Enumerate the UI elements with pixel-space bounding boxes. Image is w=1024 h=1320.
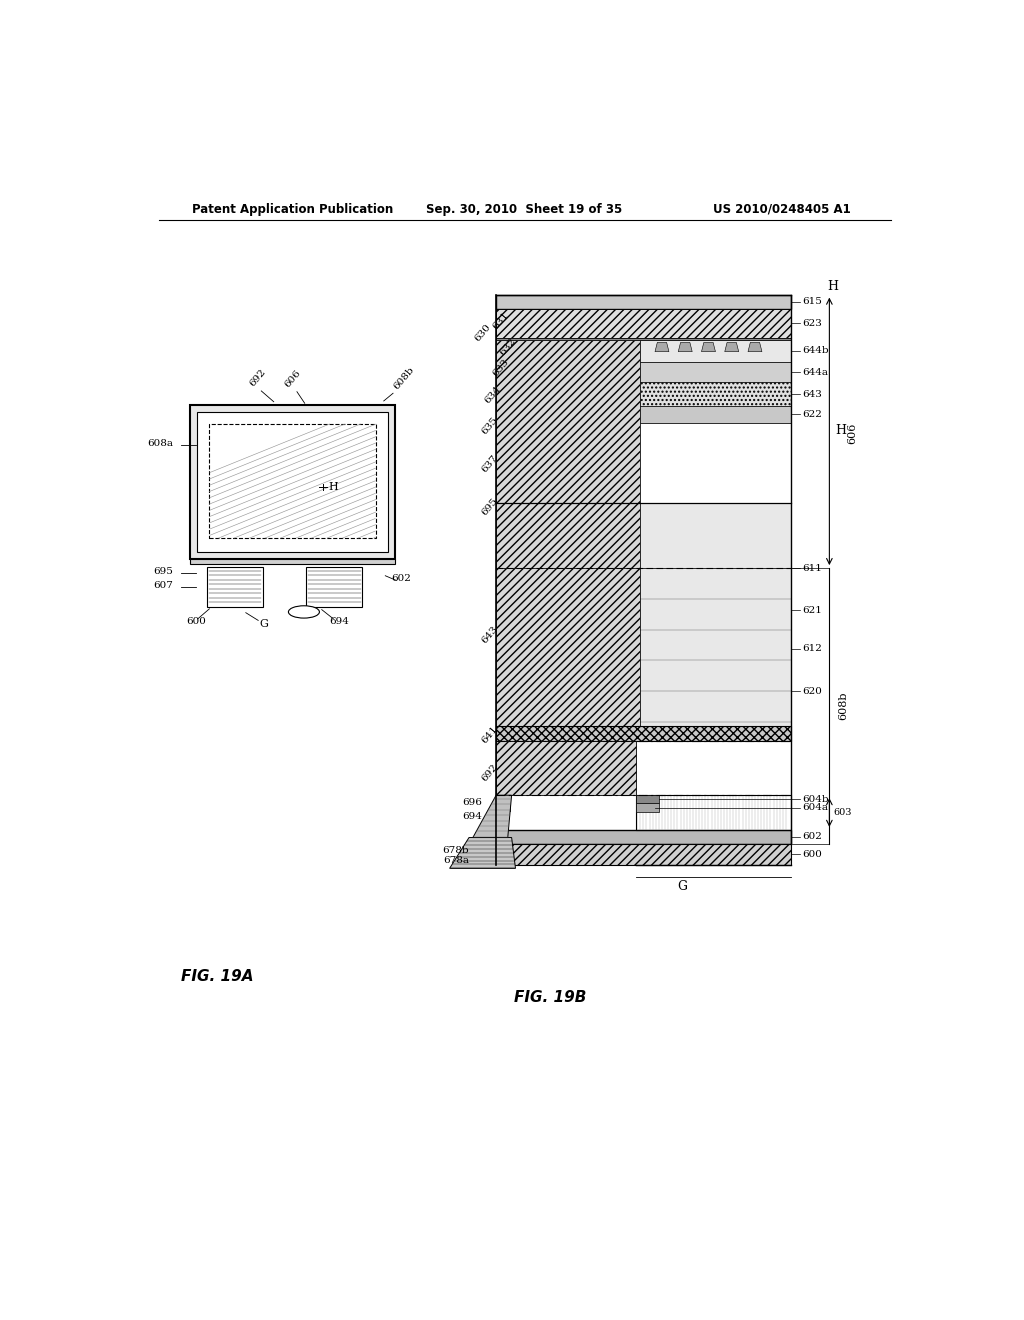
Polygon shape	[655, 342, 669, 351]
Text: FIG. 19B: FIG. 19B	[514, 990, 587, 1005]
Text: 602: 602	[391, 574, 412, 583]
Text: 694: 694	[462, 812, 482, 821]
Polygon shape	[450, 838, 515, 869]
Text: 644a: 644a	[802, 368, 828, 378]
Text: G: G	[677, 879, 687, 892]
Text: 637: 637	[480, 454, 500, 475]
Bar	[496, 503, 640, 568]
Text: 606: 606	[848, 422, 858, 444]
Bar	[209, 424, 376, 539]
Text: H: H	[827, 280, 839, 293]
Text: 603: 603	[834, 808, 852, 817]
Bar	[636, 795, 791, 830]
Text: 608b: 608b	[391, 364, 416, 391]
Polygon shape	[701, 342, 716, 351]
Text: 678a: 678a	[443, 857, 469, 865]
Bar	[190, 405, 395, 558]
Bar	[197, 412, 388, 552]
Bar	[636, 795, 791, 830]
Text: 630: 630	[473, 322, 493, 343]
Bar	[640, 383, 791, 405]
Bar	[496, 338, 791, 341]
Text: 620: 620	[802, 686, 822, 696]
Text: 694: 694	[329, 618, 349, 627]
Text: 643: 643	[480, 624, 500, 645]
Bar	[640, 424, 791, 503]
Text: 611: 611	[802, 564, 822, 573]
Text: 608a: 608a	[147, 438, 173, 447]
Polygon shape	[748, 342, 762, 351]
Text: 633: 633	[490, 358, 510, 379]
Bar	[793, 294, 805, 743]
Text: 696: 696	[462, 799, 482, 808]
Text: 692: 692	[249, 367, 268, 388]
Text: G: G	[259, 619, 268, 630]
Bar	[640, 341, 791, 362]
Text: FIG. 19A: FIG. 19A	[181, 969, 253, 983]
Bar	[306, 566, 362, 607]
Bar	[496, 726, 791, 742]
Text: H: H	[329, 482, 339, 492]
Bar	[640, 362, 791, 383]
Text: 600: 600	[802, 850, 822, 859]
Text: 631: 631	[490, 310, 510, 331]
Bar	[496, 309, 791, 338]
Text: 695: 695	[153, 566, 173, 576]
Text: 607: 607	[153, 581, 173, 590]
Bar	[496, 830, 791, 843]
Text: 612: 612	[802, 644, 822, 653]
Text: 600: 600	[186, 618, 206, 627]
Bar	[496, 294, 791, 309]
Text: 606: 606	[284, 368, 303, 389]
Bar	[190, 558, 395, 564]
Text: 692: 692	[480, 763, 500, 784]
Bar	[640, 405, 791, 424]
Text: 635: 635	[480, 416, 500, 436]
Polygon shape	[725, 342, 738, 351]
Text: 602: 602	[802, 833, 822, 841]
Text: 632: 632	[498, 335, 518, 356]
Text: 604b: 604b	[802, 795, 828, 804]
Text: 634: 634	[482, 384, 503, 405]
Bar	[496, 742, 636, 795]
Text: US 2010/0248405 A1: US 2010/0248405 A1	[713, 203, 851, 215]
Text: 608b: 608b	[839, 692, 848, 721]
Bar	[496, 341, 640, 503]
Bar	[640, 503, 791, 568]
Bar	[496, 843, 791, 866]
Text: 678b: 678b	[442, 846, 469, 855]
Bar	[207, 566, 263, 607]
Polygon shape	[473, 795, 512, 838]
Text: H: H	[836, 425, 847, 437]
Text: 615: 615	[802, 297, 822, 306]
Text: 622: 622	[802, 409, 822, 418]
Text: 643: 643	[802, 389, 822, 399]
Text: 623: 623	[802, 318, 822, 327]
Text: 604a: 604a	[802, 803, 828, 812]
Bar	[496, 795, 510, 810]
Text: 695: 695	[480, 496, 500, 517]
Text: Sep. 30, 2010  Sheet 19 of 35: Sep. 30, 2010 Sheet 19 of 35	[426, 203, 623, 215]
Text: 621: 621	[802, 606, 822, 615]
Text: 641: 641	[480, 723, 500, 744]
Bar	[640, 568, 791, 726]
Polygon shape	[678, 342, 692, 351]
Text: 644b: 644b	[802, 346, 828, 355]
Bar	[636, 803, 658, 812]
Bar	[496, 568, 640, 726]
Ellipse shape	[289, 606, 319, 618]
Text: Patent Application Publication: Patent Application Publication	[191, 203, 393, 215]
Bar	[636, 795, 658, 803]
